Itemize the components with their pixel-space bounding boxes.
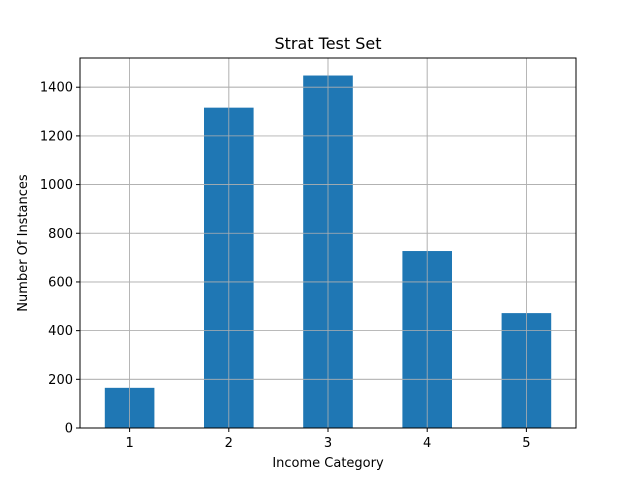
x-tick-label: 5 — [522, 436, 530, 451]
chart-title: Strat Test Set — [274, 34, 381, 53]
x-tick-label: 3 — [324, 436, 332, 451]
y-tick-label: 600 — [48, 275, 73, 290]
y-tick-label: 200 — [48, 373, 73, 388]
x-tick-label: 2 — [225, 436, 233, 451]
y-tick-label: 0 — [65, 422, 73, 437]
x-axis-label: Income Category — [272, 456, 384, 471]
y-tick-label: 800 — [48, 227, 73, 242]
x-tick-label: 4 — [423, 436, 431, 451]
bars — [80, 58, 576, 429]
y-tick-label: 1000 — [40, 178, 73, 193]
x-tick-label: 1 — [125, 436, 133, 451]
y-tick-label: 400 — [48, 324, 73, 339]
y-tick-label: 1200 — [40, 129, 73, 144]
y-tick-label: 1400 — [40, 81, 73, 96]
axis-ticks: 0 200 400 600 800 1000 1200 1400 1 2 3 4 5 — [40, 81, 531, 451]
y-axis-label: Number Of Instances — [16, 174, 31, 312]
